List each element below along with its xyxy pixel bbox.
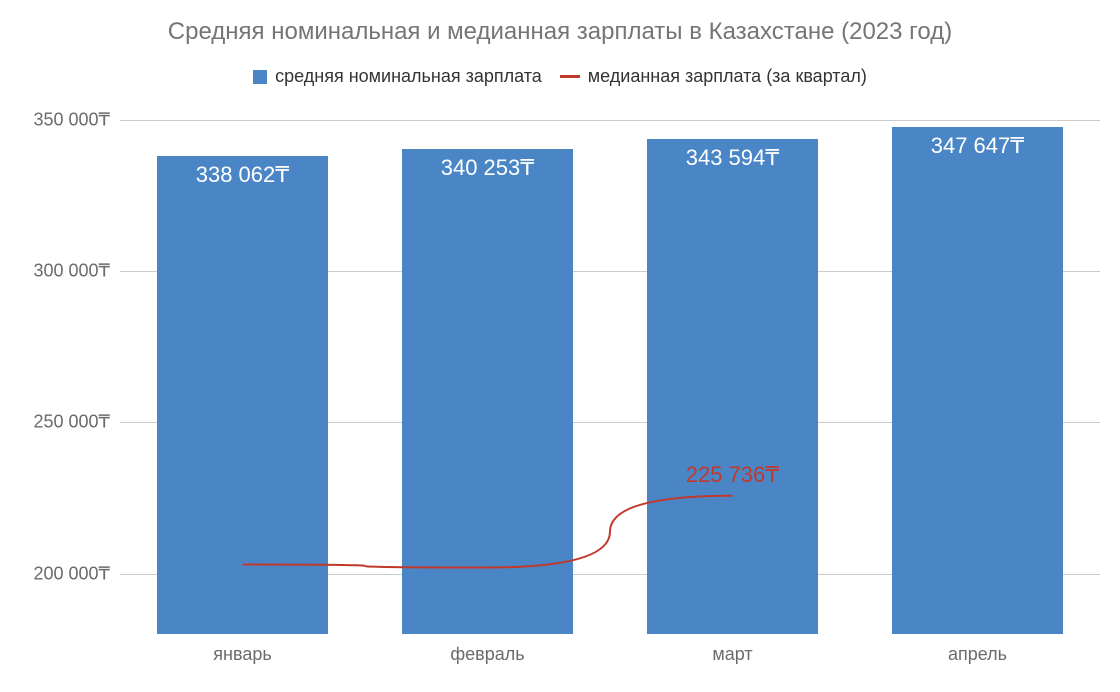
bar-value-label: 338 062₸ <box>157 162 329 188</box>
chart-title: Средняя номинальная и медианная зарплаты… <box>0 0 1120 46</box>
bar-value-label: 347 647₸ <box>892 133 1064 159</box>
legend-swatch-bar <box>253 70 267 84</box>
bar-value-label: 340 253₸ <box>402 155 574 181</box>
line-value-label: 225 736₸ <box>686 462 780 488</box>
bar: 347 647₸ <box>892 127 1064 634</box>
x-axis-label: апрель <box>855 634 1100 665</box>
bars-region: 338 062₸январь340 253₸февраль343 594₸мар… <box>120 120 1100 634</box>
x-axis-label: январь <box>120 634 365 665</box>
bar: 338 062₸ <box>157 156 329 634</box>
x-axis-label: март <box>610 634 855 665</box>
legend-label-bar: средняя номинальная зарплата <box>275 66 542 87</box>
y-axis-label: 250 000₸ <box>33 412 120 433</box>
legend-label-line: медианная зарплата (за квартал) <box>588 66 867 87</box>
salary-chart: Средняя номинальная и медианная зарплаты… <box>0 0 1120 692</box>
bar-slot: 340 253₸февраль <box>365 120 610 634</box>
bar: 340 253₸ <box>402 149 574 634</box>
y-axis-label: 200 000₸ <box>33 563 120 584</box>
bar: 343 594₸ <box>647 139 819 634</box>
bar-value-label: 343 594₸ <box>647 145 819 171</box>
bar-slot: 347 647₸апрель <box>855 120 1100 634</box>
legend-item-bar: средняя номинальная зарплата <box>253 66 542 87</box>
bar-slot: 338 062₸январь <box>120 120 365 634</box>
chart-legend: средняя номинальная зарплата медианная з… <box>0 66 1120 87</box>
x-axis-label: февраль <box>365 634 610 665</box>
legend-item-line: медианная зарплата (за квартал) <box>560 66 867 87</box>
y-axis-label: 350 000₸ <box>33 110 120 131</box>
legend-swatch-line <box>560 75 580 78</box>
y-axis-label: 300 000₸ <box>33 261 120 282</box>
plot-area: 200 000₸250 000₸300 000₸350 000₸ 338 062… <box>120 120 1100 634</box>
bar-slot: 343 594₸март <box>610 120 855 634</box>
